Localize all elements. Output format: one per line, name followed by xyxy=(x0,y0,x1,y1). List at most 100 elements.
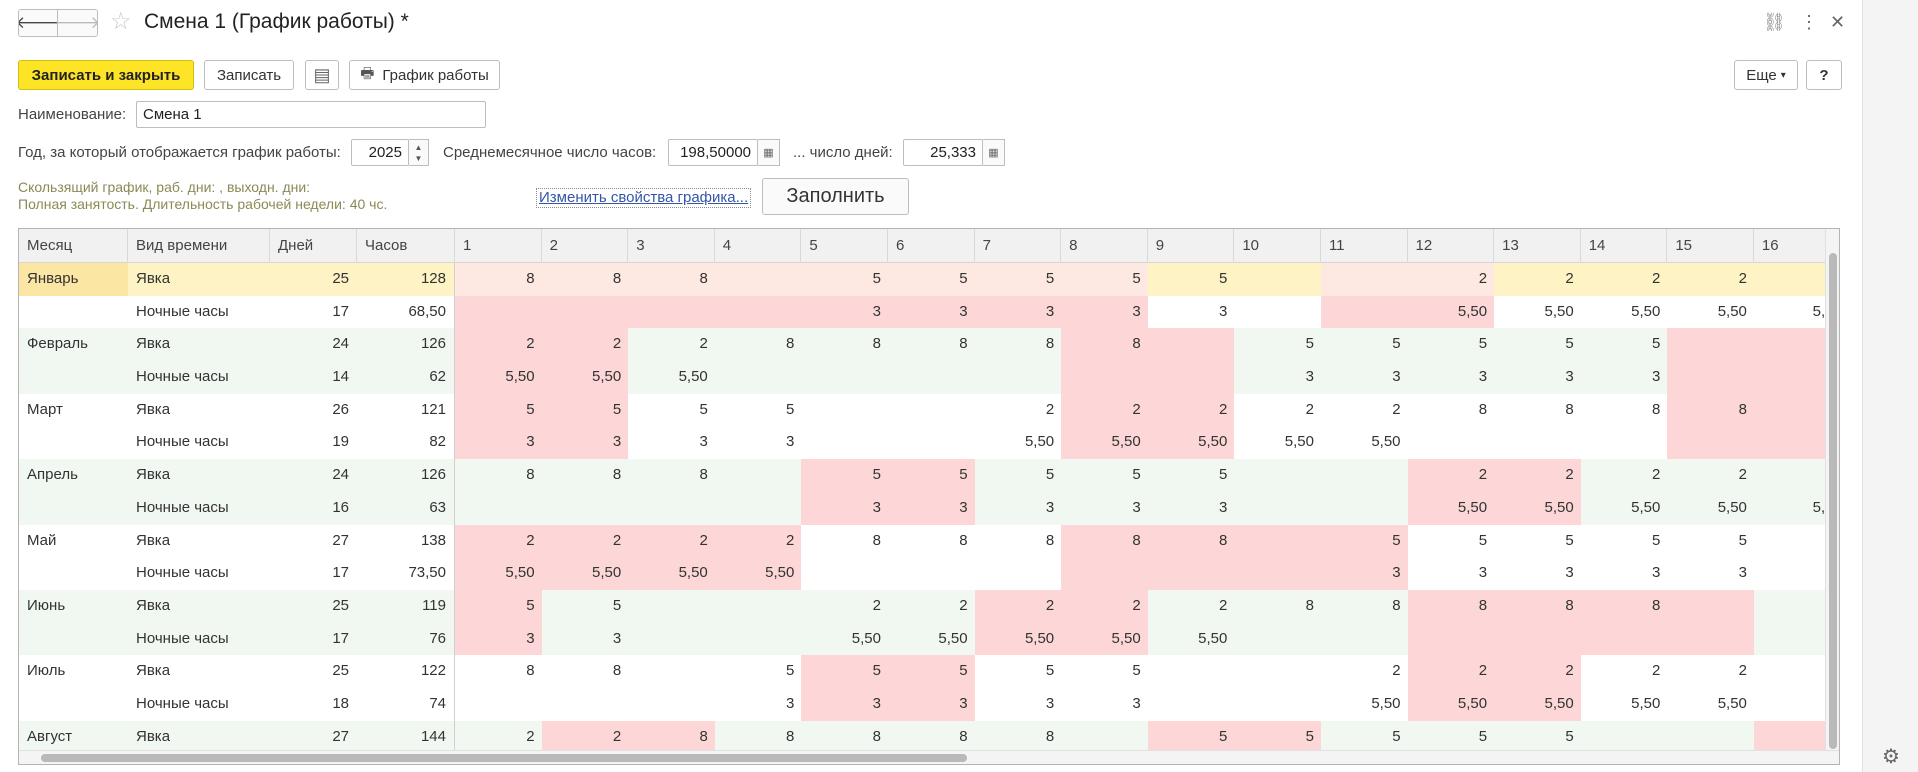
day-cell[interactable]: 8 xyxy=(786,727,795,745)
day-cell[interactable] xyxy=(1407,622,1495,656)
column-header[interactable]: Часов xyxy=(357,229,455,263)
day-cell[interactable]: 8 xyxy=(1045,727,1055,745)
day-cell[interactable]: 2 xyxy=(959,596,968,614)
day-cell[interactable]: 3 xyxy=(1045,498,1055,516)
day-cell[interactable]: 5 xyxy=(1132,662,1141,680)
day-cell[interactable] xyxy=(1234,263,1321,296)
day-cell[interactable]: 3 xyxy=(1045,694,1055,712)
day-cell[interactable] xyxy=(975,361,1062,394)
day-cell[interactable]: 8 xyxy=(526,466,535,484)
day-cell[interactable]: 8 xyxy=(699,466,708,484)
day-cell[interactable] xyxy=(541,295,629,329)
day-cell[interactable]: 8 xyxy=(1061,328,1148,362)
day-cell[interactable] xyxy=(1061,361,1148,394)
day-cell[interactable]: 5 xyxy=(1147,263,1235,296)
day-cell[interactable]: 5 xyxy=(887,459,975,492)
day-cell[interactable]: 5 xyxy=(541,393,629,427)
day-cell[interactable]: 3 xyxy=(801,491,888,525)
month-cell[interactable] xyxy=(19,688,128,721)
day-cell[interactable]: 5,50 xyxy=(678,368,708,386)
day-cell[interactable] xyxy=(1321,623,1408,656)
day-cell[interactable]: 2 xyxy=(1061,393,1148,427)
day-cell[interactable] xyxy=(1234,655,1321,688)
hours-cell[interactable]: 76 xyxy=(357,622,455,656)
time-kind-cell[interactable]: Явка xyxy=(136,466,171,484)
day-cell[interactable]: 5,50 xyxy=(1494,687,1581,721)
day-cell[interactable] xyxy=(1408,426,1495,459)
day-cell[interactable]: 5,50 xyxy=(1024,433,1055,451)
day-cell[interactable]: 8 xyxy=(872,335,881,353)
day-cell[interactable]: 8 xyxy=(1045,531,1055,549)
day-cell[interactable]: 5,50 xyxy=(1544,302,1574,320)
table-row[interactable]: Ночные часы 17 76 3 3 5,50 5,50 5,50 5,50 5,50 xyxy=(19,622,1839,656)
day-cell[interactable]: 2 xyxy=(1219,596,1228,614)
day-cell[interactable] xyxy=(455,295,542,329)
hours-cell[interactable]: 144 xyxy=(357,720,455,754)
day-cell[interactable]: 8 xyxy=(786,335,795,353)
day-cell[interactable]: 5 xyxy=(1061,263,1148,296)
time-kind-cell[interactable]: Ночные часы xyxy=(136,629,229,647)
link-icon[interactable]: ⛓ xyxy=(1763,12,1786,32)
day-cell[interactable]: 8 xyxy=(1061,524,1148,558)
day-cell[interactable]: 3 xyxy=(1219,302,1228,320)
day-cell[interactable]: 8 xyxy=(1407,589,1495,623)
day-cell[interactable]: 5 xyxy=(1738,531,1747,549)
hours-cell[interactable]: 128 xyxy=(357,263,455,296)
day-cell[interactable] xyxy=(1234,492,1321,525)
day-cell[interactable]: 3 xyxy=(1392,368,1401,386)
month-cell[interactable] xyxy=(19,557,128,590)
day-cell[interactable]: 2 xyxy=(1045,400,1055,418)
year-input[interactable]: 2025 xyxy=(351,139,409,166)
column-header[interactable]: 5 xyxy=(801,229,888,263)
day-cell[interactable]: 5,50 xyxy=(1061,426,1148,460)
day-cell[interactable]: 3 xyxy=(1478,368,1488,386)
day-cell[interactable]: 5 xyxy=(1478,335,1488,353)
day-cell[interactable] xyxy=(1753,361,1839,394)
day-cell[interactable]: 5 xyxy=(1305,335,1314,353)
day-cell[interactable]: 2 xyxy=(872,596,881,614)
month-cell[interactable] xyxy=(19,492,128,525)
day-cell[interactable] xyxy=(628,688,715,721)
day-cell[interactable] xyxy=(1667,721,1754,754)
day-cell[interactable] xyxy=(1234,557,1321,590)
hours-cell[interactable]: 126 xyxy=(357,459,455,492)
change-properties-link[interactable]: Изменить свойства графика... xyxy=(536,188,752,208)
day-cell[interactable]: 3 xyxy=(455,426,542,460)
days-cell[interactable]: 27 xyxy=(332,727,349,745)
day-cell[interactable]: 8 xyxy=(1651,400,1661,418)
day-cell[interactable]: 3 xyxy=(1478,564,1488,582)
day-cell[interactable]: 5 xyxy=(1651,531,1661,549)
day-cell[interactable]: 5,50 xyxy=(1407,687,1495,721)
day-cell[interactable]: 8 xyxy=(959,531,968,549)
days-cell[interactable]: 16 xyxy=(332,498,349,516)
column-header[interactable]: Дней xyxy=(270,229,357,263)
days-cell[interactable]: 26 xyxy=(332,400,349,418)
table-row[interactable]: Ночные часы 18 74 3 3 3 3 3 5,50 5,50 5,50 5,50 5,50 xyxy=(19,687,1839,721)
day-cell[interactable]: 3 xyxy=(887,687,975,721)
day-cell[interactable]: 5,50 xyxy=(541,361,629,394)
day-cell[interactable]: 8 xyxy=(872,531,881,549)
day-cell[interactable]: 5,50 xyxy=(541,557,629,590)
day-cell[interactable]: 5,50 xyxy=(1407,295,1495,329)
day-cell[interactable]: 5,50 xyxy=(974,622,1062,656)
day-cell[interactable] xyxy=(801,394,888,427)
day-cell[interactable]: 8 xyxy=(872,727,881,745)
day-cell[interactable]: 5,50 xyxy=(1371,433,1401,451)
day-cell[interactable]: 2 xyxy=(1392,662,1401,680)
day-cell[interactable]: 3 xyxy=(786,694,795,712)
time-kind-cell[interactable]: Явка xyxy=(136,596,171,614)
column-header[interactable]: 12 xyxy=(1408,229,1495,263)
forward-button[interactable]: 🡒 xyxy=(55,10,97,36)
time-kind-cell[interactable]: Явка xyxy=(128,263,270,296)
day-cell[interactable]: 8 xyxy=(1667,393,1754,427)
day-cell[interactable]: 3 xyxy=(1132,694,1141,712)
day-cell[interactable] xyxy=(1147,361,1235,394)
days-cell[interactable]: 27 xyxy=(332,531,349,549)
day-cell[interactable] xyxy=(1494,622,1581,656)
day-cell[interactable]: 5 xyxy=(1478,531,1488,549)
more-button[interactable]: Еще ▾ xyxy=(1734,60,1798,90)
days-cell[interactable]: 19 xyxy=(332,433,349,451)
days-cell[interactable]: 18 xyxy=(332,694,349,712)
day-cell[interactable] xyxy=(1320,295,1408,329)
day-cell[interactable]: 3 xyxy=(455,622,542,656)
